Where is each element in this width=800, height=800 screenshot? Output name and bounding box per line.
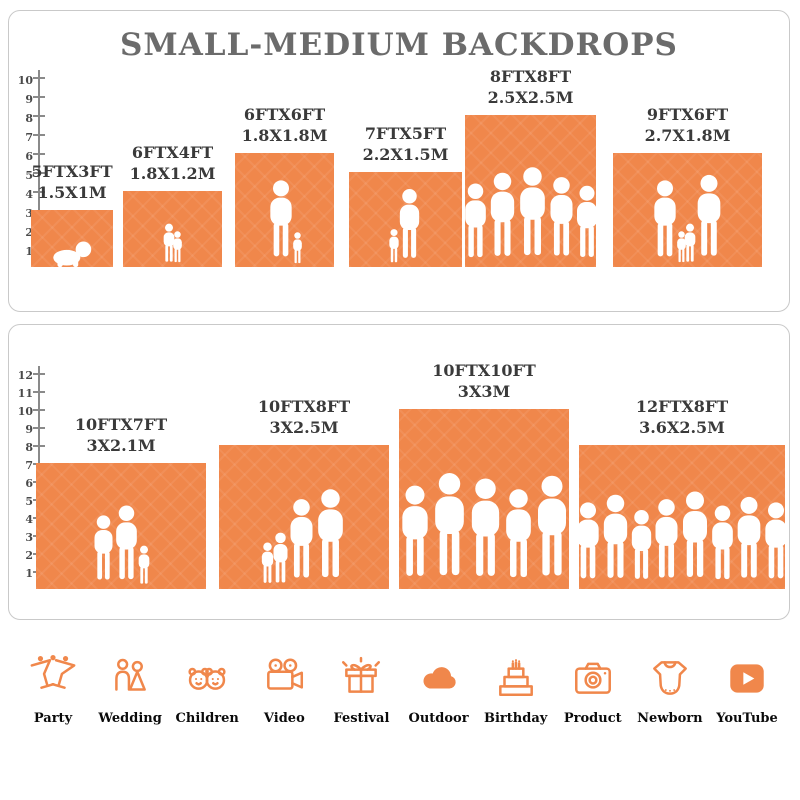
backdrop-bar-9ftx6ft: 9FTX6FT 2.7X1.8M bbox=[613, 105, 762, 267]
wedding-icon bbox=[107, 655, 153, 705]
category-party: Party bbox=[18, 655, 88, 726]
category-label: Product bbox=[563, 711, 622, 726]
category-label: Wedding bbox=[98, 711, 162, 726]
backdrop-bar-10ftx10ft: 10FTX10FT 3X3M bbox=[399, 361, 569, 589]
ruler-tick: 8 bbox=[25, 441, 33, 454]
ruler-tick: 4 bbox=[25, 513, 33, 526]
backdrop-bar-8ftx8ft: 8FTX8FT 2.5X2.5M bbox=[465, 67, 596, 267]
category-label: Children bbox=[175, 711, 239, 726]
silhouette-group bbox=[31, 210, 113, 267]
backdrop-size-label: 10FTX8FT 3X2.5M bbox=[257, 397, 351, 438]
person-silhouette bbox=[760, 493, 785, 589]
category-label: Party bbox=[33, 711, 73, 726]
person-silhouette bbox=[136, 541, 152, 589]
person-silhouette bbox=[291, 229, 304, 267]
silhouette-group bbox=[36, 463, 206, 589]
ruler-tick: 11 bbox=[17, 387, 33, 400]
category-birthday: Birthday bbox=[481, 655, 551, 726]
backdrop-bar-7ftx5ft: 7FTX5FT 2.2X1.5M bbox=[349, 124, 462, 267]
category-festival: Festival bbox=[326, 655, 396, 726]
youtube-play-icon bbox=[724, 655, 770, 705]
silhouette-group bbox=[613, 153, 762, 267]
person-silhouette bbox=[395, 181, 424, 267]
category-label: Festival bbox=[333, 711, 390, 726]
ruler-tick: 9 bbox=[25, 423, 33, 436]
backdrop-size-label: 5FTX3FT 1.5X1M bbox=[31, 162, 113, 203]
camera-icon bbox=[570, 655, 616, 705]
ruler-tick: 3 bbox=[25, 207, 33, 220]
ruler-tick: 3 bbox=[25, 531, 33, 544]
backdrop-bar-5ftx3ft: 5FTX3FT 1.5X1M bbox=[31, 162, 113, 267]
category-youtube: YouTube bbox=[712, 655, 782, 726]
category-label: Outdoor bbox=[408, 711, 469, 726]
backdrop-size-label: 10FTX7FT 3X2.1M bbox=[74, 415, 168, 456]
video-icon bbox=[261, 655, 307, 705]
ruler-tick: 9 bbox=[25, 93, 33, 106]
backdrop-bar-6ftx4ft: 6FTX4FT 1.8X1.2M bbox=[123, 143, 222, 267]
silhouette-group bbox=[465, 115, 596, 267]
backdrop-bar-6ftx6ft: 6FTX6FT 1.8X1.8M bbox=[235, 105, 334, 267]
ruler-tick: 8 bbox=[25, 112, 33, 125]
silhouette-group bbox=[123, 191, 222, 267]
backdrop-size-label: 8FTX8FT 2.5X2.5M bbox=[487, 67, 574, 108]
large-backdrops-panel: 1 2 3 4 5 6 7 8 9 10 11 12 10FTX7FT 3X2.… bbox=[8, 324, 790, 620]
category-label: Newborn bbox=[637, 711, 703, 726]
ruler-tick: 5 bbox=[25, 495, 33, 508]
category-video: Video bbox=[249, 655, 319, 726]
category-children: Children bbox=[172, 655, 242, 726]
festival-icon bbox=[338, 655, 384, 705]
page-title: SMALL-MEDIUM BACKDROPS bbox=[120, 27, 678, 63]
small-medium-backdrops-panel: SMALL-MEDIUM BACKDROPS 1 2 3 4 5 6 7 8 9… bbox=[8, 10, 790, 312]
category-product: Product bbox=[558, 655, 628, 726]
outdoor-icon bbox=[416, 655, 462, 705]
ruler-tick: 1 bbox=[25, 245, 33, 258]
backdrop-size-label: 10FTX10FT 3X3M bbox=[432, 361, 536, 402]
ruler-tick: 6 bbox=[25, 477, 33, 490]
category-row: Party Wedding Children bbox=[18, 655, 782, 775]
onesie-icon bbox=[647, 655, 693, 705]
person-silhouette bbox=[531, 464, 570, 589]
birthday-icon bbox=[493, 655, 539, 705]
category-label: Birthday bbox=[484, 711, 548, 726]
category-outdoor: Outdoor bbox=[404, 655, 474, 726]
ruler-tick: 2 bbox=[25, 226, 33, 239]
person-silhouette bbox=[312, 479, 349, 589]
backdrop-bar-10ftx8ft: 10FTX8FT 3X2.5M bbox=[219, 397, 389, 589]
category-label: YouTube bbox=[716, 711, 778, 726]
category-newborn: Newborn bbox=[635, 655, 705, 726]
baby-silhouette bbox=[49, 240, 95, 267]
person-silhouette bbox=[692, 165, 726, 267]
person-silhouette bbox=[171, 227, 184, 267]
party-icon bbox=[30, 655, 76, 705]
backdrop-size-label: 7FTX5FT 2.2X1.5M bbox=[362, 124, 449, 165]
backdrop-size-label: 6FTX4FT 1.8X1.2M bbox=[129, 143, 216, 184]
ruler-tick: 1 bbox=[25, 567, 33, 580]
silhouette-group bbox=[399, 409, 569, 589]
backdrop-size-label: 9FTX6FT 2.7X1.8M bbox=[644, 105, 731, 146]
silhouette-group bbox=[349, 172, 462, 267]
children-icon bbox=[184, 655, 230, 705]
backdrop-size-label: 6FTX6FT 1.8X1.8M bbox=[241, 105, 328, 146]
ruler-tick: 6 bbox=[25, 150, 33, 163]
ruler-tick: 4 bbox=[25, 188, 33, 201]
backdrop-size-label: 12FTX8FT 3.6X2.5M bbox=[635, 397, 729, 438]
backdrop-bar-10ftx7ft: 10FTX7FT 3X2.1M bbox=[36, 415, 206, 589]
silhouette-group bbox=[235, 153, 334, 267]
person-silhouette bbox=[572, 177, 597, 267]
silhouette-group bbox=[579, 445, 785, 589]
ruler-tick: 10 bbox=[17, 405, 33, 418]
ruler-tick: 7 bbox=[25, 459, 33, 472]
ruler-tick: 12 bbox=[17, 369, 33, 382]
backdrop-bar-12ftx8ft: 12FTX8FT 3.6X2.5M bbox=[579, 397, 785, 589]
silhouette-group bbox=[219, 445, 389, 589]
ruler-tick: 5 bbox=[25, 169, 33, 182]
ruler-tick: 7 bbox=[25, 131, 33, 144]
ruler-tick: 2 bbox=[25, 549, 33, 562]
category-wedding: Wedding bbox=[95, 655, 165, 726]
ruler-tick: 10 bbox=[17, 74, 33, 87]
category-label: Video bbox=[263, 711, 305, 726]
